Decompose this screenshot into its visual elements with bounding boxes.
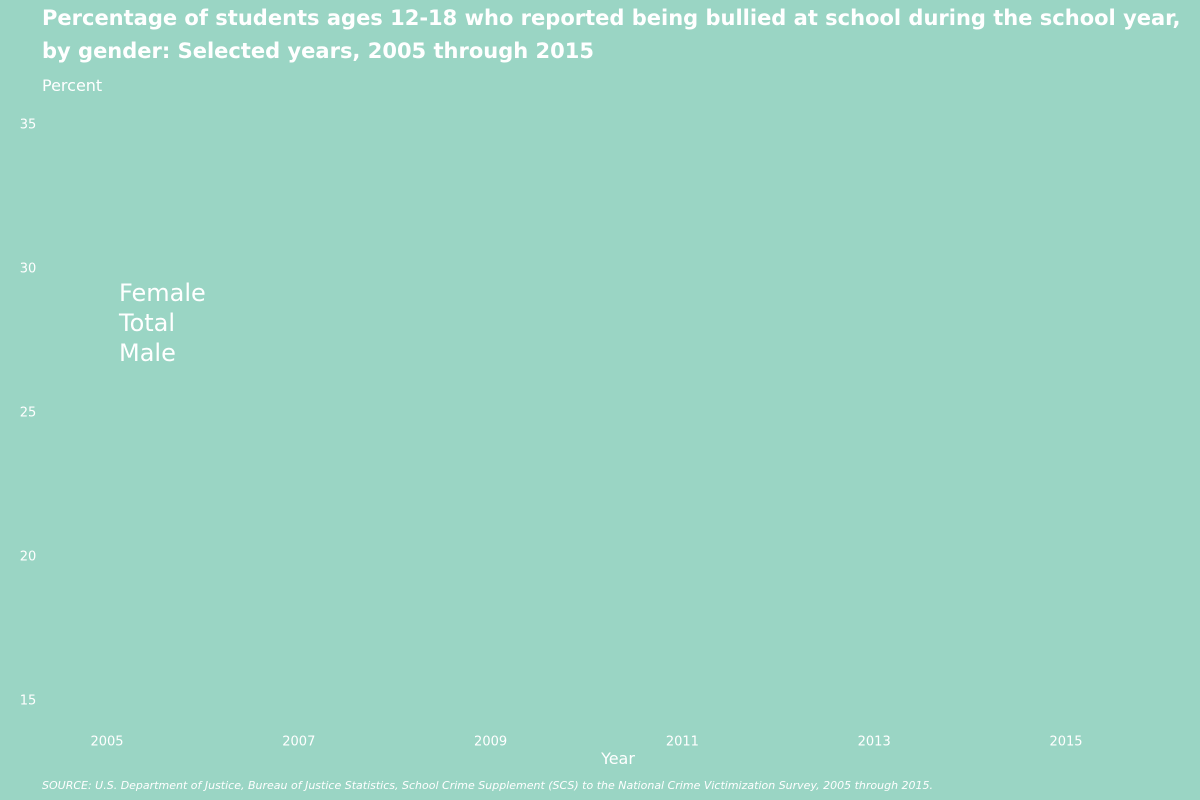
- x-axis-ticks: 2005 2007 2009 2011 2013 2015: [90, 735, 1082, 750]
- y-axis-ticks: 15 20 25 30 35: [20, 118, 37, 709]
- source-note: SOURCE: U.S. Department of Justice, Bure…: [42, 779, 934, 792]
- y-tick-label: 15: [20, 694, 37, 709]
- y-tick-label: 30: [20, 262, 37, 277]
- x-tick-label: 2015: [1049, 735, 1082, 750]
- x-tick-label: 2009: [474, 735, 507, 750]
- legend-item-female: Female: [119, 279, 206, 307]
- x-tick-label: 2011: [666, 735, 699, 750]
- chart-title: Percentage of students ages 12-18 who re…: [42, 2, 1192, 68]
- y-axis-label: Percent: [42, 76, 103, 95]
- y-tick-label: 20: [20, 550, 37, 565]
- chart-title-line-1: Percentage of students ages 12-18 who re…: [42, 6, 1181, 30]
- x-tick-label: 2013: [858, 735, 891, 750]
- y-tick-label: 35: [20, 118, 37, 133]
- x-tick-label: 2005: [90, 735, 123, 750]
- x-axis-label: Year: [601, 749, 635, 768]
- x-tick-label: 2007: [282, 735, 315, 750]
- y-tick-label: 25: [20, 406, 37, 421]
- legend-item-total: Total: [118, 309, 175, 337]
- legend-item-male: Male: [119, 339, 176, 367]
- chart-title-line-2: by gender: Selected years, 2005 through …: [42, 39, 594, 63]
